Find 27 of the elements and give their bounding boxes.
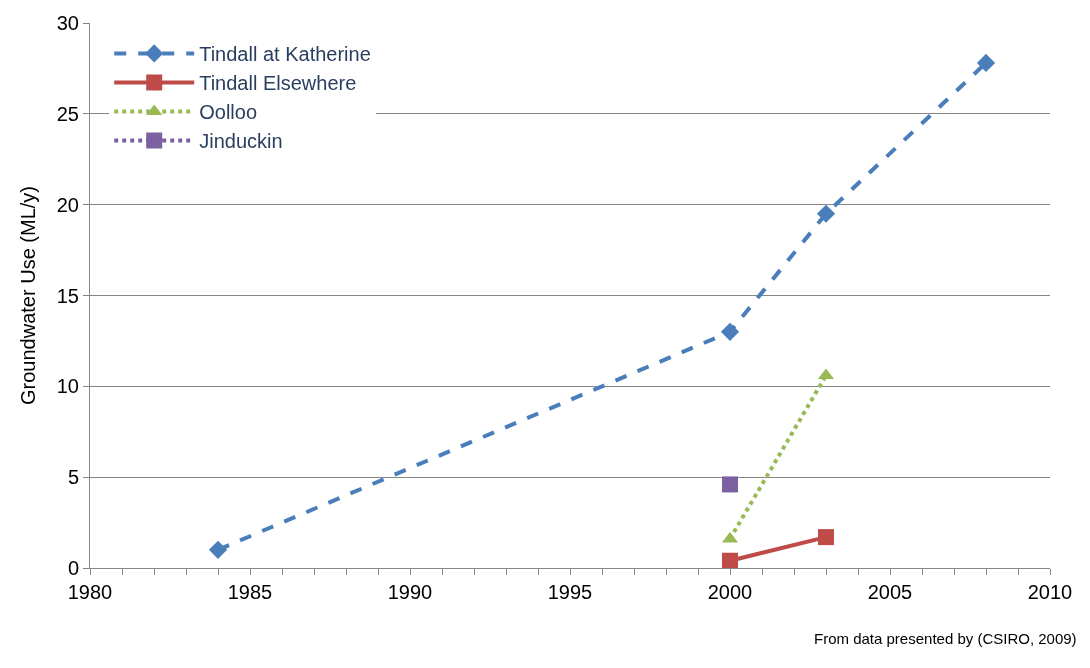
x-tick-label: 2005	[867, 581, 913, 603]
y-tick-label: 5	[67, 466, 79, 489]
x-tick-label: 1995	[547, 581, 593, 603]
y-tick-label: 10	[56, 375, 79, 398]
x-tick-label: 2000	[707, 581, 753, 603]
legend-label: Jinduckin	[199, 130, 283, 153]
x-tick-label: 1985	[227, 581, 273, 603]
point	[722, 476, 738, 493]
y-tick-label: 25	[56, 102, 79, 125]
point	[722, 552, 738, 569]
x-tick-label: 1990	[387, 581, 433, 603]
x-tick-label: 2010	[1027, 581, 1073, 603]
y-tick-label: 20	[56, 193, 79, 216]
point	[208, 540, 228, 559]
legend-label: Oolloo	[199, 101, 258, 124]
y-tick-label: 15	[56, 284, 79, 307]
y-tick-label: 0	[67, 557, 79, 579]
legend-label: Tindall Elsewhere	[199, 72, 357, 95]
y-axis-title: Groundwater Use (ML/y)	[17, 186, 40, 405]
text: From data presented by (CSIRO, 2009)	[814, 630, 1077, 647]
point	[816, 204, 836, 223]
point	[720, 322, 740, 341]
point	[976, 53, 996, 73]
point	[818, 529, 834, 546]
x-tick-label: 1980	[67, 581, 113, 603]
legend-label: Tindall at Katherine	[199, 43, 371, 66]
y-tick-label: 30	[56, 12, 79, 34]
